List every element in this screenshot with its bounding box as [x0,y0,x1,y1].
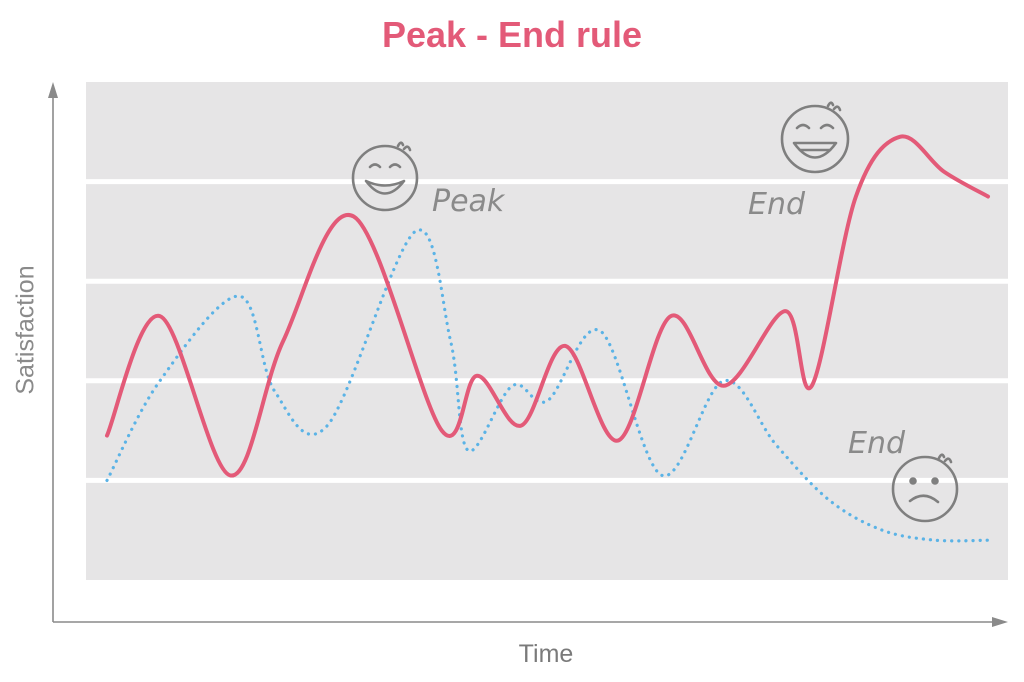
sad-face-icon [891,453,959,523]
chart-title: Peak - End rule [381,14,643,55]
end-happy-annotation: End [748,101,850,222]
laughing-face-icon [780,101,850,174]
end-happy-label: End [748,187,806,222]
series-line-dotted [105,228,990,543]
x-axis-arrow-icon [992,617,1008,627]
peak-label: Peak [432,184,506,219]
plot-panel [86,82,1008,580]
y-axis-arrow-icon [48,82,58,98]
series-line-solid [105,134,990,478]
end-sad-annotation: End [848,426,959,523]
laughing-face-icon [351,141,419,212]
peak-annotation: Peak [351,141,506,219]
series-layer [105,134,990,543]
axes [48,82,1008,627]
grid-lines [86,179,1008,483]
end-sad-label: End [848,426,906,461]
x-axis-label: Time [518,640,574,668]
